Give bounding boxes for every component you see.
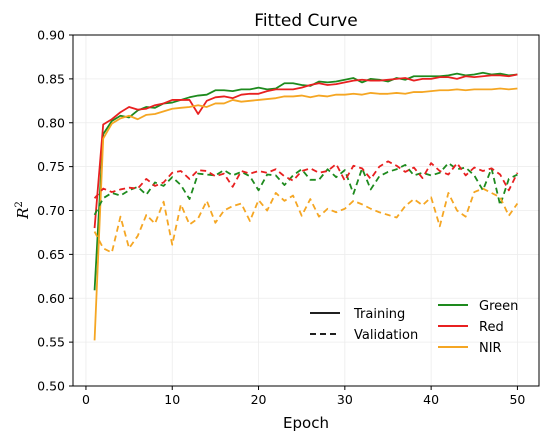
series-line-nir-training [93, 87, 518, 341]
legend-training-label: Training [353, 307, 405, 322]
x-tick-label: 40 [423, 392, 439, 407]
y-tick-label: 0.70 [37, 203, 65, 218]
legend-green-label: Green [479, 299, 518, 314]
legend-validation-label: Validation [354, 328, 418, 343]
y-axis-label: R2 [14, 201, 32, 220]
y-tick-label: 0.80 [37, 115, 65, 130]
series-line-nir-validation [93, 187, 519, 254]
legend-nir-label: NIR [479, 341, 502, 356]
y-tick-label: 0.60 [37, 291, 65, 306]
x-tick-label: 10 [164, 392, 180, 407]
x-tick-label: 20 [251, 392, 267, 407]
x-axis: 0 10 20 30 40 50 [82, 386, 525, 407]
legend-linestyle: Training Validation [310, 307, 418, 343]
series-line-red-training [93, 73, 518, 229]
y-tick-label: 0.55 [37, 335, 65, 350]
y-tick-label: 0.85 [37, 71, 65, 86]
y-axis-label-superscript: 2 [14, 201, 25, 207]
x-axis-label: Epoch [283, 414, 329, 432]
y-tick-label: 0.90 [37, 28, 65, 43]
series-group [93, 71, 519, 341]
y-tick-label: 0.65 [37, 247, 65, 262]
grid-lines [73, 34, 539, 387]
legend-colors: Green Red NIR [438, 299, 518, 356]
y-tick-label: 0.50 [37, 379, 65, 394]
x-tick-label: 50 [509, 392, 525, 407]
series-line-red-validation [93, 160, 519, 199]
x-tick-label: 0 [82, 392, 90, 407]
y-axis-label-base: R [14, 208, 32, 220]
series-line-green-validation [93, 162, 518, 216]
x-tick-label: 30 [337, 392, 353, 407]
chart-title: Fitted Curve [254, 11, 357, 31]
legend-red-label: Red [479, 320, 504, 335]
y-tick-label: 0.75 [37, 159, 65, 174]
y-axis: 0.50 0.55 0.60 0.65 0.70 0.75 0.80 0.85 0.90 [37, 28, 73, 394]
